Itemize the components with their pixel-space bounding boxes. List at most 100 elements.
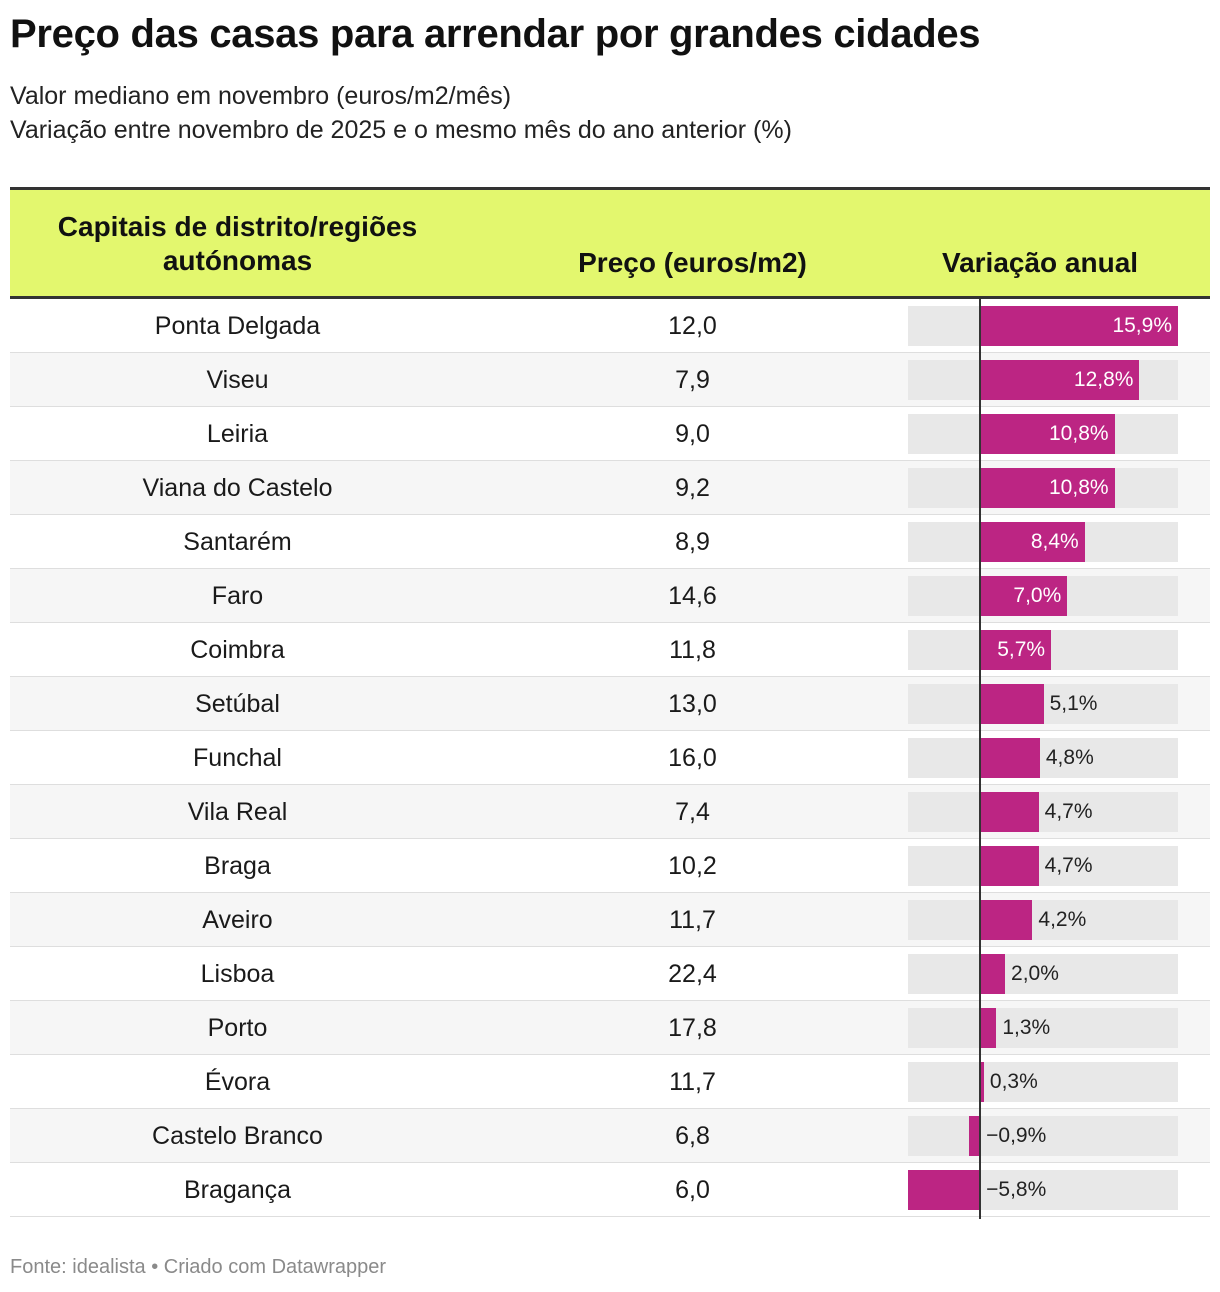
cell-city: Porto: [207, 1014, 268, 1042]
variation-bar-background: [908, 1116, 1178, 1156]
table-row: Castelo Branco 6,8 −0,9%: [10, 1109, 1210, 1163]
variation-bar: [980, 792, 1039, 832]
variation-bar: [980, 306, 1178, 346]
table-row: Vila Real 7,4 4,7%: [10, 785, 1210, 839]
column-header-variation[interactable]: Variação anual: [941, 247, 1139, 278]
variation-bar: [980, 900, 1033, 940]
variation-bar: [980, 360, 1140, 400]
table-row: Leiria 9,0 10,8%: [10, 407, 1210, 461]
table-row: Aveiro 11,7 4,2%: [10, 893, 1210, 947]
variation-bar: [980, 738, 1040, 778]
table-row: Setúbal 13,0 5,1%: [10, 677, 1210, 731]
cell-price: 10,2: [668, 852, 717, 880]
table-row: Viana do Castelo 9,2 10,8%: [10, 461, 1210, 515]
cell-price: 11,8: [669, 636, 716, 664]
table-row: Évora 11,7 0,3%: [10, 1055, 1210, 1109]
variation-bar-background: [908, 954, 1178, 994]
variation-bar: [980, 630, 1052, 670]
variation-label: 4,7%: [1044, 800, 1093, 823]
variation-bar: [980, 414, 1115, 454]
cell-price: 11,7: [669, 906, 716, 934]
variation-bar: [980, 1062, 984, 1102]
table-row: Bragança 6,0 −5,8%: [10, 1163, 1210, 1217]
variation-label: −5,8%: [986, 1178, 1047, 1201]
variation-label: 5,7%: [997, 638, 1046, 661]
table-header: Capitais de distrito/regiões autónomas P…: [10, 187, 1210, 299]
table-row: Faro 14,6 7,0%: [10, 569, 1210, 623]
variation-label: −0,9%: [986, 1124, 1047, 1147]
variation-bar-background: [908, 846, 1178, 886]
column-header-city[interactable]: Capitais de distrito/regiões autónomas: [57, 211, 418, 276]
variation-label: 8,4%: [1030, 530, 1079, 553]
variation-label: 12,8%: [1073, 368, 1134, 391]
variation-label: 5,1%: [1049, 692, 1098, 715]
cell-city: Coimbra: [190, 636, 285, 664]
variation-bar: [980, 846, 1039, 886]
cell-city: Évora: [204, 1068, 271, 1096]
variation-bar: [980, 522, 1085, 562]
variation-label: 15,9%: [1112, 314, 1172, 337]
variation-bar: [980, 954, 1006, 994]
variation-label: 10,8%: [1049, 422, 1109, 445]
cell-price: 12,0: [668, 312, 717, 340]
cell-price: 13,0: [668, 690, 717, 718]
cell-city: Viseu: [206, 366, 269, 394]
cell-price: 9,2: [675, 474, 710, 502]
variation-bar-background: [908, 1062, 1178, 1102]
cell-city: Ponta Delgada: [154, 312, 321, 340]
variation-label: 4,2%: [1038, 908, 1087, 931]
variation-bar: [980, 1008, 997, 1048]
cell-city: Leiria: [206, 420, 269, 448]
variation-label: 4,7%: [1044, 854, 1093, 877]
data-table: Capitais de distrito/regiões autónomas P…: [10, 187, 1210, 1219]
cell-city: Castelo Branco: [152, 1122, 323, 1150]
column-header-price[interactable]: Preço (euros/m2): [578, 247, 807, 278]
cell-city: Lisboa: [200, 960, 275, 988]
variation-bar: [980, 576, 1068, 616]
variation-bar-background: [908, 900, 1178, 940]
source-footer: Fonte: idealista • Criado com Datawrappe…: [10, 1256, 387, 1278]
table-row: Viseu 7,9 12,8%: [10, 353, 1210, 407]
cell-price: 17,8: [668, 1014, 717, 1042]
variation-label: 1,3%: [1002, 1016, 1051, 1039]
table-row: Santarém 8,9 8,4%: [10, 515, 1210, 569]
cell-price: 7,9: [675, 366, 710, 394]
cell-price: 6,0: [675, 1176, 710, 1204]
cell-city: Funchal: [193, 744, 282, 772]
chart-title: Preço das casas para arrendar por grande…: [10, 12, 981, 56]
cell-price: 7,4: [675, 798, 710, 826]
cell-price: 6,8: [675, 1122, 710, 1150]
cell-city: Bragança: [183, 1176, 292, 1204]
cell-price: 22,4: [668, 960, 717, 988]
table-body: Ponta Delgada 12,0 15,9% Viseu 7,9 12,8% Leiri…: [10, 299, 1210, 1217]
variation-bar-background: [908, 738, 1178, 778]
cell-city: Viana do Castelo: [142, 474, 333, 502]
table-row: Braga 10,2 4,7%: [10, 839, 1210, 893]
cell-price: 9,0: [675, 420, 710, 448]
cell-price: 11,7: [669, 1068, 716, 1096]
table-row: Ponta Delgada 12,0 15,9%: [10, 299, 1210, 353]
cell-city: Setúbal: [195, 690, 280, 718]
variation-label: 10,8%: [1049, 476, 1109, 499]
cell-city: Aveiro: [202, 906, 273, 934]
table-row: Porto 17,8 1,3%: [10, 1001, 1210, 1055]
cell-city: Vila Real: [187, 798, 288, 826]
variation-bar-background: [908, 1008, 1178, 1048]
chart-subtitle-1: Valor mediano em novembro (euros/m2/mês): [10, 82, 512, 110]
cell-city: Braga: [204, 852, 271, 880]
table-row: Funchal 16,0 4,8%: [10, 731, 1210, 785]
table-row: Coimbra 11,8 5,7%: [10, 623, 1210, 677]
chart-subtitle-2: Variação entre novembro de 2025 e o mesm…: [10, 116, 792, 144]
cell-price: 16,0: [668, 744, 717, 772]
variation-bar-background: [908, 792, 1178, 832]
variation-label: 4,8%: [1045, 746, 1094, 769]
variation-bar: [980, 468, 1115, 508]
cell-city: Santarém: [183, 528, 292, 556]
variation-bar: [908, 1170, 981, 1210]
cell-price: 8,9: [675, 528, 710, 556]
variation-label: 2,0%: [1011, 962, 1059, 985]
cell-price: 14,6: [668, 582, 717, 610]
cell-city: Faro: [211, 582, 264, 610]
zero-axis-line: [979, 299, 982, 1219]
variation-bar: [968, 1116, 981, 1156]
